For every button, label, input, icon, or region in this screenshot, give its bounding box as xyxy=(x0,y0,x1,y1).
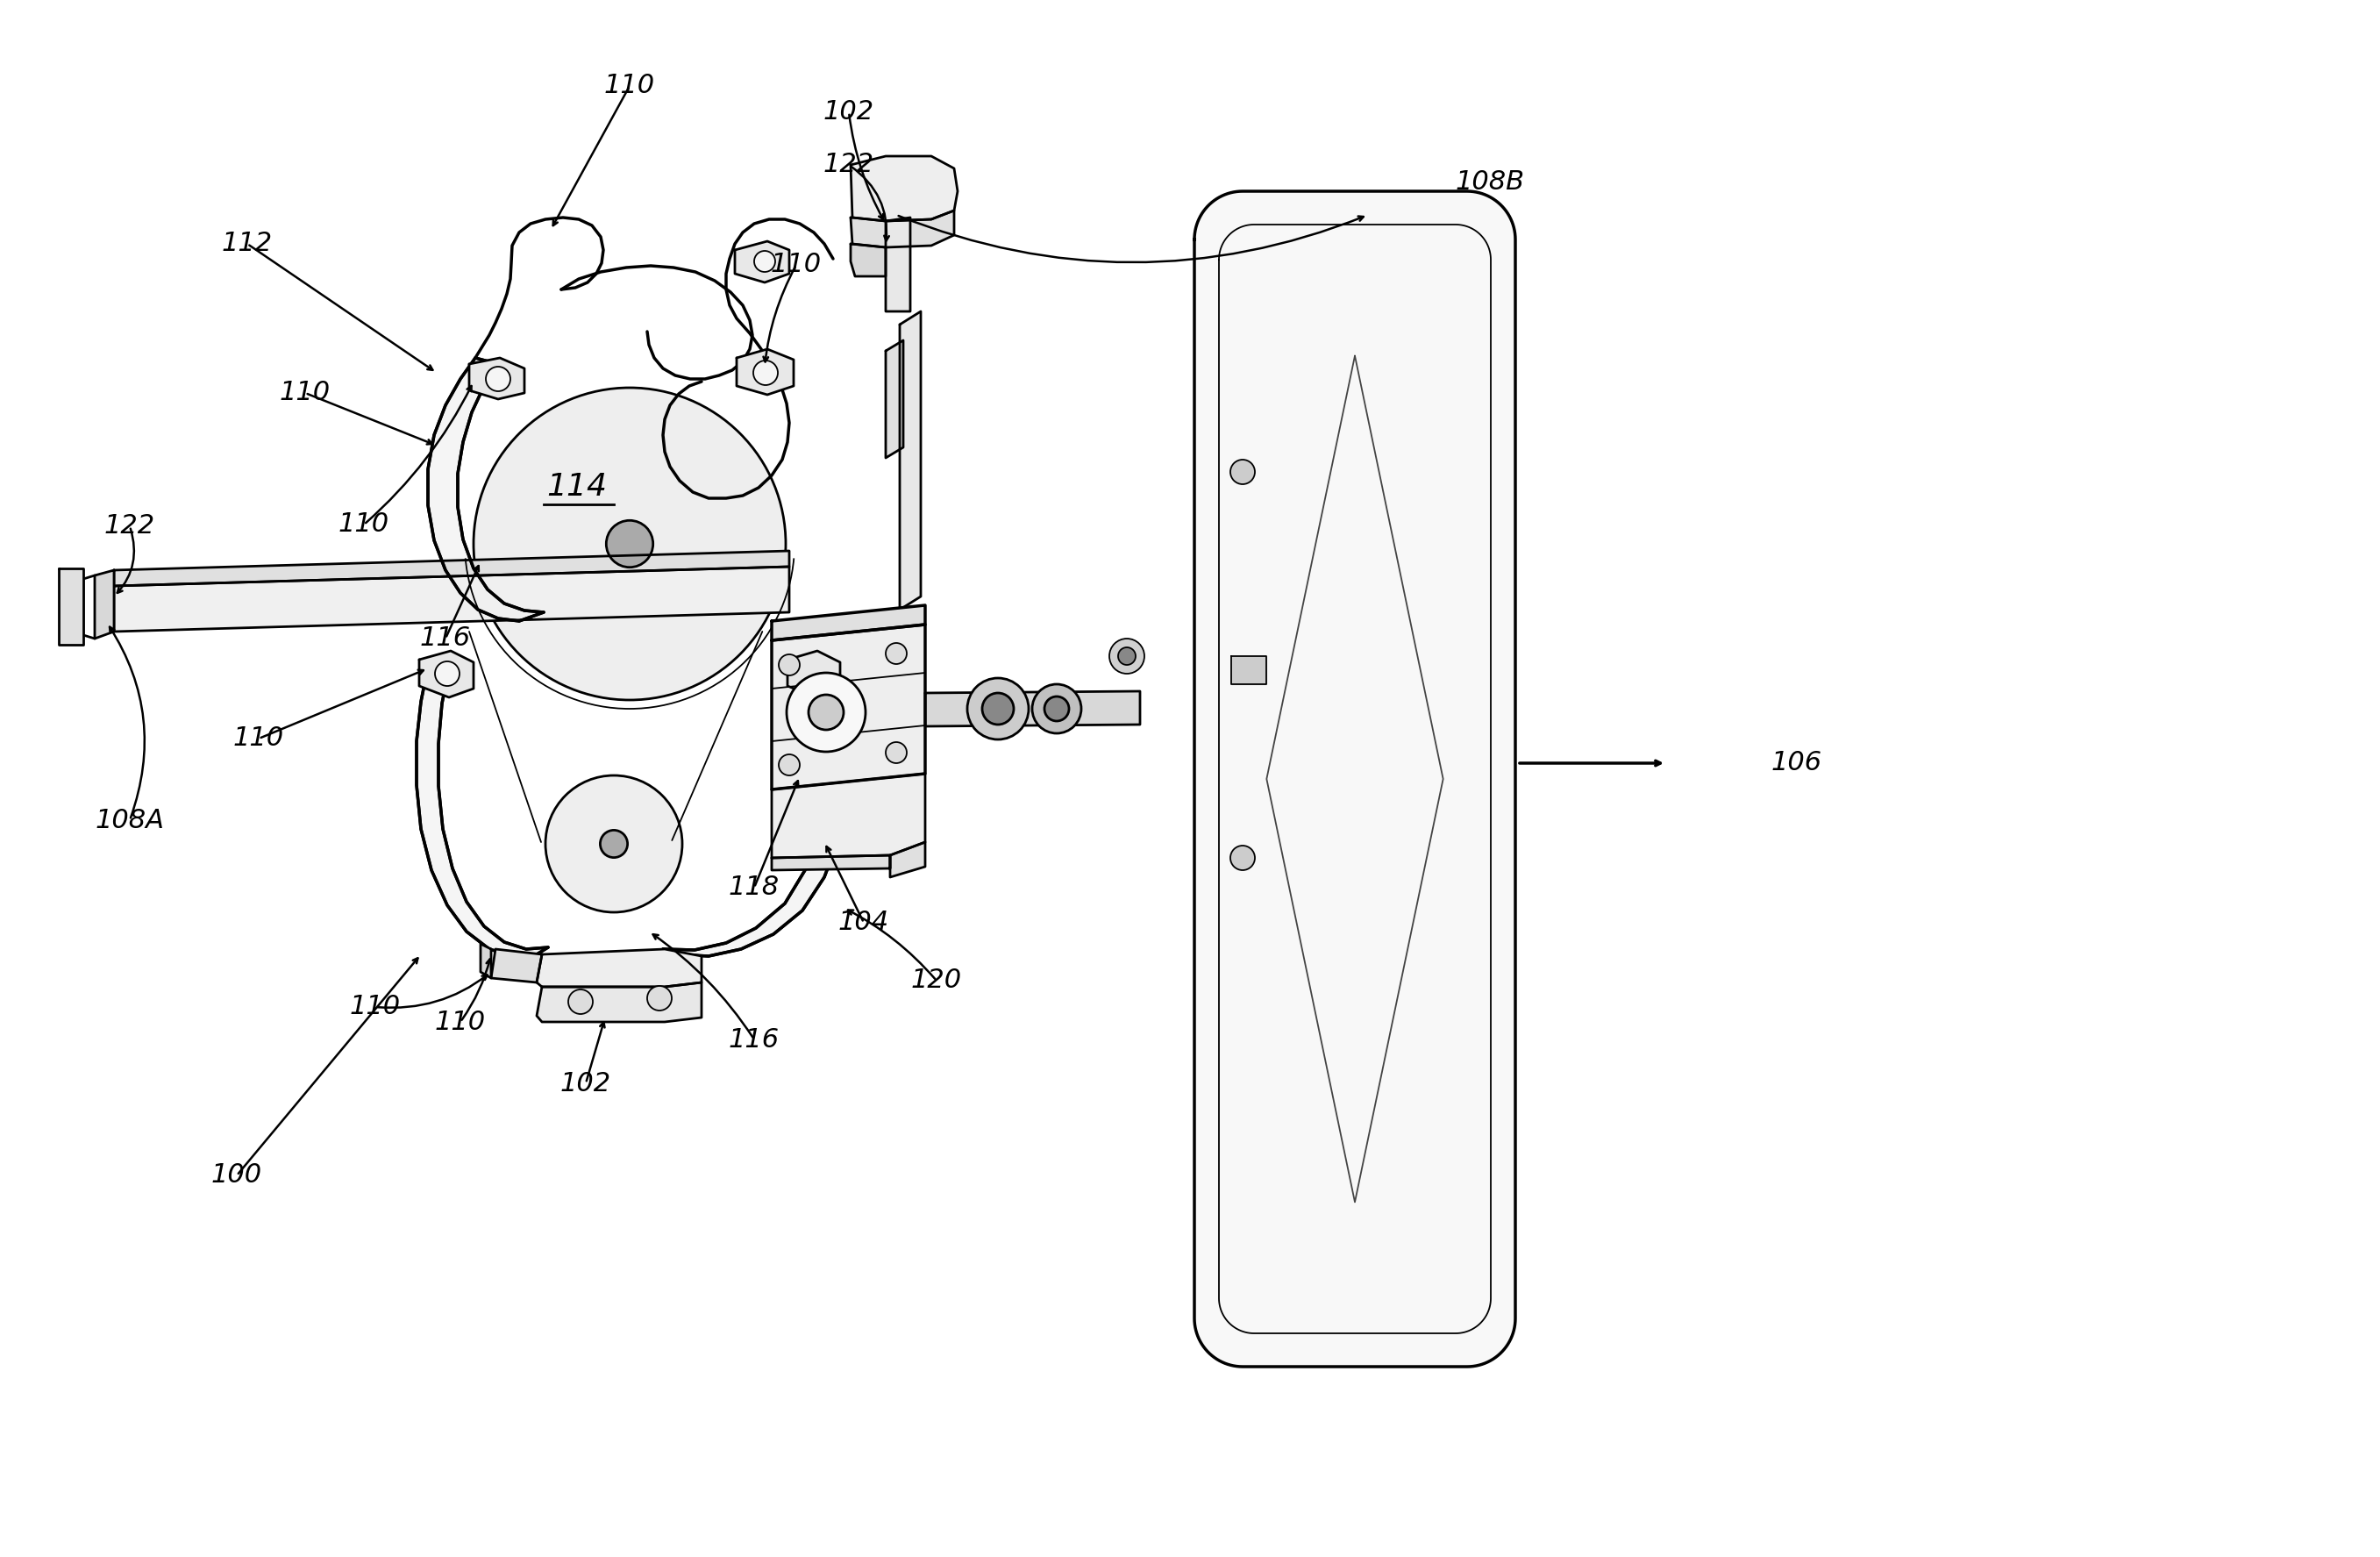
Text: 120: 120 xyxy=(912,968,962,993)
Text: 118: 118 xyxy=(728,875,781,900)
Polygon shape xyxy=(416,666,547,956)
Circle shape xyxy=(809,694,843,730)
Polygon shape xyxy=(926,691,1140,726)
Polygon shape xyxy=(114,567,790,632)
Polygon shape xyxy=(850,210,954,248)
Polygon shape xyxy=(536,950,702,987)
Circle shape xyxy=(754,251,776,272)
Text: 110: 110 xyxy=(350,995,400,1020)
Text: 116: 116 xyxy=(728,1026,781,1053)
Circle shape xyxy=(607,520,652,567)
Circle shape xyxy=(788,673,866,752)
Text: 106: 106 xyxy=(1771,750,1823,775)
Polygon shape xyxy=(490,950,543,982)
Polygon shape xyxy=(428,358,543,621)
Circle shape xyxy=(754,361,778,385)
Text: 102: 102 xyxy=(823,100,873,125)
Circle shape xyxy=(885,643,907,663)
Polygon shape xyxy=(1230,655,1266,684)
Polygon shape xyxy=(95,570,114,638)
Text: 122: 122 xyxy=(823,153,873,177)
Polygon shape xyxy=(850,156,957,221)
Polygon shape xyxy=(60,568,83,645)
Text: 110: 110 xyxy=(233,726,283,752)
Circle shape xyxy=(1230,845,1254,870)
Text: 104: 104 xyxy=(838,911,890,936)
Polygon shape xyxy=(771,624,926,789)
Circle shape xyxy=(778,755,800,775)
Polygon shape xyxy=(850,244,885,276)
Text: 100: 100 xyxy=(212,1163,262,1188)
Circle shape xyxy=(1045,696,1069,721)
Circle shape xyxy=(436,662,459,687)
Circle shape xyxy=(474,388,785,701)
Polygon shape xyxy=(900,311,921,610)
Polygon shape xyxy=(469,358,524,399)
Circle shape xyxy=(545,775,683,912)
Text: 102: 102 xyxy=(559,1071,612,1096)
Text: 116: 116 xyxy=(419,626,471,651)
Polygon shape xyxy=(536,982,702,1021)
Polygon shape xyxy=(885,341,904,458)
Text: 110: 110 xyxy=(281,380,331,406)
Text: 110: 110 xyxy=(338,512,390,537)
Polygon shape xyxy=(771,774,926,858)
Text: 114: 114 xyxy=(547,472,607,501)
Polygon shape xyxy=(735,241,790,282)
Circle shape xyxy=(966,677,1028,740)
Text: 110: 110 xyxy=(436,1009,486,1035)
Polygon shape xyxy=(1195,192,1516,1367)
Text: 122: 122 xyxy=(105,514,155,539)
Circle shape xyxy=(885,743,907,763)
Polygon shape xyxy=(771,606,926,640)
Circle shape xyxy=(1230,459,1254,484)
Polygon shape xyxy=(771,842,926,877)
Polygon shape xyxy=(664,666,847,956)
Polygon shape xyxy=(788,651,840,698)
Circle shape xyxy=(983,693,1014,724)
Text: 108B: 108B xyxy=(1457,170,1526,195)
Polygon shape xyxy=(114,551,790,585)
Text: 108A: 108A xyxy=(95,808,164,833)
Circle shape xyxy=(1033,684,1081,733)
Polygon shape xyxy=(419,651,474,698)
Circle shape xyxy=(569,989,593,1014)
Circle shape xyxy=(1119,648,1135,665)
Polygon shape xyxy=(481,944,490,978)
Polygon shape xyxy=(738,349,793,395)
Circle shape xyxy=(486,366,509,391)
Text: 112: 112 xyxy=(221,230,274,257)
Text: 110: 110 xyxy=(605,73,654,98)
Polygon shape xyxy=(885,218,909,311)
Circle shape xyxy=(1109,638,1145,674)
Circle shape xyxy=(647,986,671,1010)
Circle shape xyxy=(778,654,800,676)
Circle shape xyxy=(600,830,628,858)
Text: 110: 110 xyxy=(771,252,821,277)
